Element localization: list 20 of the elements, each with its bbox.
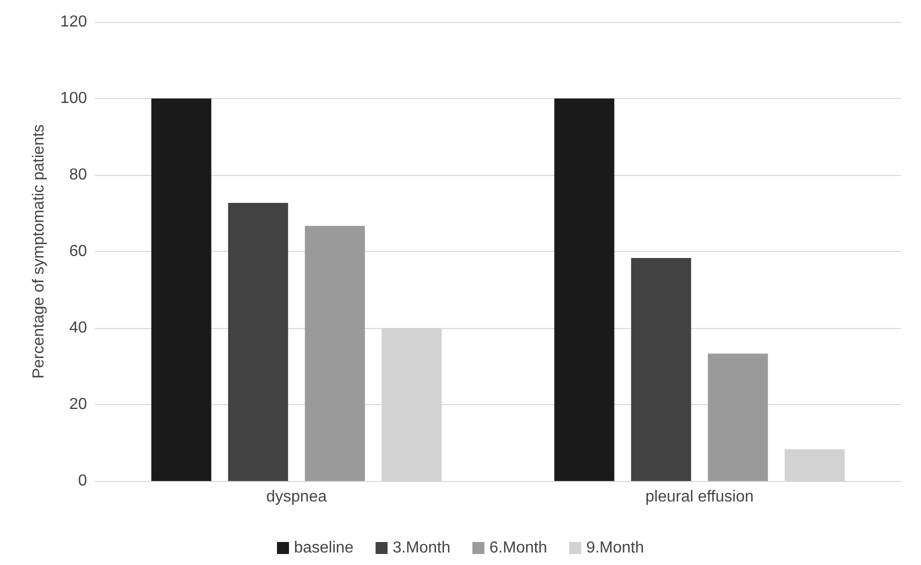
y-tick-label: 0 xyxy=(78,472,88,490)
y-tick-label: 20 xyxy=(69,396,88,413)
bar xyxy=(631,258,692,481)
x-tick-label: dyspnea xyxy=(266,488,327,506)
x-tick-label: pleural effusion xyxy=(645,488,754,506)
y-tick-label: 120 xyxy=(60,14,88,30)
y-tick-label: 40 xyxy=(69,320,88,336)
y-axis-title: Percentage of symptomatic patients xyxy=(30,124,48,379)
bar xyxy=(554,98,614,481)
legend-label: 9.Month xyxy=(586,540,644,556)
y-tick-label: 60 xyxy=(69,243,88,260)
bar xyxy=(708,354,768,481)
legend-label: 3.Month xyxy=(392,540,450,556)
legend-label: 6.Month xyxy=(489,540,548,556)
bar xyxy=(151,98,212,481)
bar xyxy=(228,202,288,481)
y-tick-label: 100 xyxy=(60,90,88,107)
y-tick-label: 80 xyxy=(69,166,88,184)
bar xyxy=(304,226,365,481)
legend-label: baseline xyxy=(294,540,354,556)
